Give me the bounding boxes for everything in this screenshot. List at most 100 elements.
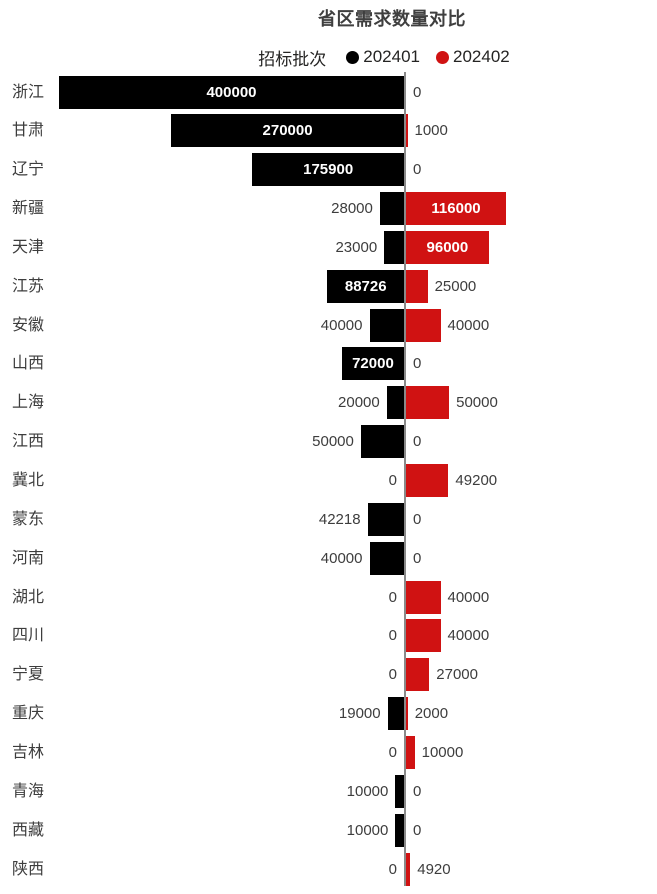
- legend: 招标批次 202401 202402: [0, 45, 657, 69]
- category-label: 重庆: [11, 705, 44, 723]
- bar-202402[interactable]: [406, 697, 408, 731]
- chart-row: 蒙东 42218 0: [0, 502, 657, 536]
- category-label: 辽宁: [11, 161, 44, 179]
- bar-202401[interactable]: [386, 386, 404, 420]
- category-label: 吉林: [11, 743, 44, 761]
- bar-202401[interactable]: [367, 502, 404, 536]
- bar-202401[interactable]: [360, 425, 404, 459]
- legend-dot-202402-icon: [436, 50, 449, 64]
- category-label: 湖北: [11, 588, 44, 606]
- bar-202401[interactable]: 72000: [341, 347, 404, 381]
- value-label-202402: 0: [413, 161, 422, 179]
- bar-202402[interactable]: [406, 658, 430, 692]
- chart-row: 上海 20000 50000: [0, 386, 657, 420]
- category-label: 甘肃: [11, 122, 44, 140]
- legend-dot-202401-icon: [346, 50, 360, 64]
- value-label-202401: 23000: [335, 238, 378, 256]
- value-label-202402: 0: [413, 355, 422, 373]
- bar-202402[interactable]: 116000: [406, 192, 507, 226]
- category-label: 浙江: [11, 83, 44, 101]
- chart-title: 省区需求数量对比: [318, 9, 466, 29]
- value-label-202402: 49200: [455, 472, 498, 489]
- legend-item-202401[interactable]: 202401: [346, 47, 420, 67]
- value-label-202402: 2000: [414, 705, 449, 723]
- value-label-202401: 28000: [331, 200, 373, 218]
- value-label-202401: 0: [388, 743, 397, 761]
- bar-202401[interactable]: [379, 192, 404, 226]
- chart-row: 山西 72000 0: [0, 347, 657, 381]
- value-label-202401: 0: [388, 666, 397, 684]
- value-label-202402: 10000: [421, 743, 464, 761]
- bar-202402[interactable]: [406, 852, 411, 886]
- chart-row: 吉林 0 10000: [0, 735, 657, 769]
- chart-row: 西藏 10000 0: [0, 813, 657, 847]
- value-label-202402: 50000: [456, 394, 498, 412]
- value-label-202401: 40000: [320, 549, 363, 567]
- category-label: 四川: [11, 627, 44, 645]
- chart-row: 新疆 28000 116000: [0, 192, 657, 226]
- chart-row: 河南 40000 0: [0, 541, 657, 575]
- bar-202402[interactable]: [406, 619, 441, 653]
- category-label: 山西: [11, 355, 44, 373]
- value-label-202402: 27000: [436, 666, 478, 684]
- category-label: 上海: [11, 394, 44, 412]
- value-label-202402: 0: [413, 821, 422, 839]
- bar-202402[interactable]: [406, 386, 450, 420]
- chart-row: 江苏 88726 25000: [0, 269, 657, 303]
- value-label-202402: 25000: [434, 277, 477, 295]
- legend-label-202401: 202401: [363, 47, 420, 66]
- chart-row: 安徽 40000 40000: [0, 308, 657, 342]
- category-label: 宁夏: [11, 666, 44, 684]
- bar-202401[interactable]: 270000: [171, 114, 404, 148]
- zero-axis-line: [404, 72, 406, 886]
- bar-202401[interactable]: [395, 813, 404, 847]
- value-label-202401: 0: [388, 472, 397, 489]
- bar-202401[interactable]: [369, 541, 404, 575]
- value-label-202401: 0: [388, 588, 397, 606]
- bar-202401[interactable]: 88726: [327, 269, 404, 303]
- value-label-202402: 40000: [447, 316, 490, 334]
- bar-202402[interactable]: [406, 308, 441, 342]
- bar-202402[interactable]: [406, 580, 441, 614]
- bar-202402[interactable]: [406, 114, 408, 148]
- value-label-202401: 0: [388, 860, 397, 878]
- bar-202401[interactable]: 400000: [59, 75, 404, 109]
- chart-row: 青海 10000 0: [0, 774, 657, 808]
- bar-202401[interactable]: [384, 230, 404, 264]
- category-label: 江苏: [11, 277, 44, 295]
- bar-202401[interactable]: 175900: [252, 153, 404, 187]
- value-label-202402: 0: [413, 510, 422, 528]
- chart-row: 冀北 0 49200: [0, 464, 657, 497]
- chart-row: 四川 0 40000: [0, 619, 657, 653]
- value-label-202401: 40000: [320, 316, 363, 334]
- value-label-202402: 0: [413, 433, 422, 451]
- bar-202402[interactable]: 96000: [406, 230, 489, 264]
- chart-row: 湖北 0 40000: [0, 580, 657, 614]
- chart-row: 宁夏 0 27000: [0, 658, 657, 692]
- chart-row: 重庆 19000 2000: [0, 697, 657, 731]
- bar-202402[interactable]: [406, 464, 449, 497]
- category-label: 陕西: [11, 860, 44, 878]
- bar-202402[interactable]: [406, 735, 415, 769]
- value-label-202401: 10000: [346, 821, 389, 839]
- value-label-202402: 0: [413, 549, 422, 567]
- bar-202401[interactable]: [395, 774, 404, 808]
- value-label-202401: 10000: [346, 782, 389, 800]
- category-label: 西藏: [11, 821, 44, 839]
- legend-title: 招标批次: [258, 49, 327, 69]
- value-label-202401: 20000: [338, 394, 380, 412]
- chart-row: 天津 23000 96000: [0, 230, 657, 264]
- category-label: 天津: [11, 238, 44, 256]
- chart-row: 辽宁 175900 0: [0, 153, 657, 187]
- category-label: 青海: [11, 782, 44, 800]
- bar-202401[interactable]: [387, 697, 404, 731]
- category-label: 新疆: [11, 200, 44, 218]
- category-label: 冀北: [11, 472, 44, 489]
- bar-202401[interactable]: [369, 308, 404, 342]
- value-label-202401: 42218: [318, 510, 361, 528]
- category-label: 安徽: [11, 316, 44, 334]
- bar-202402[interactable]: [406, 269, 428, 303]
- legend-item-202402[interactable]: 202402: [436, 47, 510, 67]
- chart-row: 浙江 400000 0: [0, 75, 657, 109]
